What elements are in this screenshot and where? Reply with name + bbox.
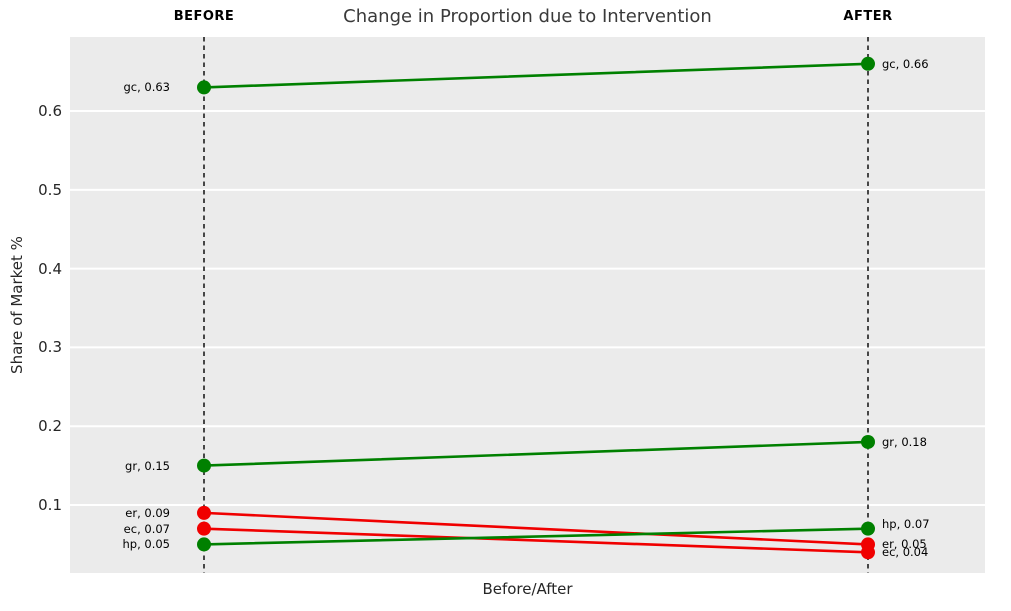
annotation-er-before: er, 0.09 (125, 505, 170, 520)
annotation-er-after: er, 0.05 (882, 537, 927, 552)
point-hp-before (197, 537, 211, 552)
annotation-gr-before: gr, 0.15 (125, 458, 170, 473)
before-column-label: BEFORE (173, 9, 235, 24)
point-hp-after (861, 521, 875, 536)
y-tick-label-0.3: 0.3 (38, 338, 62, 357)
series-line-gc (202, 62, 870, 89)
point-gr-before (197, 458, 211, 473)
chart-title: Change in Proportion due to Intervention (343, 6, 712, 27)
series-line-hp (202, 527, 870, 546)
series-line-gr (202, 440, 870, 467)
point-ec-before (197, 521, 211, 536)
y-tick-label-0.5: 0.5 (38, 180, 62, 199)
y-tick-label-0.1: 0.1 (38, 496, 62, 514)
plot-canvas (70, 37, 985, 573)
series-line-ec (202, 527, 870, 554)
y-tick-label-0.4: 0.4 (38, 259, 62, 278)
point-ec-after (861, 545, 875, 560)
y-tick-label-0.2: 0.2 (38, 417, 62, 436)
annotation-hp-after: hp, 0.07 (882, 516, 930, 531)
plot-area: gc, 0.63 gc, 0.66 gr, 0.15 gr, 0.18 er, 0.09… (70, 37, 985, 573)
annotation-gc-before: gc, 0.63 (123, 80, 170, 95)
annotation-ec-after: ec, 0.04 (882, 545, 929, 560)
annotation-gr-after: gr, 0.18 (882, 434, 927, 449)
series-line-er (202, 511, 870, 546)
point-gr-after (861, 434, 875, 449)
x-axis-label: Before/After (482, 580, 573, 598)
point-gc-before (197, 80, 211, 95)
annotation-gc-after: gc, 0.66 (882, 56, 929, 71)
point-er-before (197, 505, 211, 520)
after-column-label: AFTER (843, 9, 893, 24)
annotation-hp-before: hp, 0.05 (122, 537, 170, 552)
point-gc-after (861, 56, 875, 71)
annotation-ec-before: ec, 0.07 (123, 521, 170, 536)
y-tick-label-0.6: 0.6 (38, 102, 62, 121)
